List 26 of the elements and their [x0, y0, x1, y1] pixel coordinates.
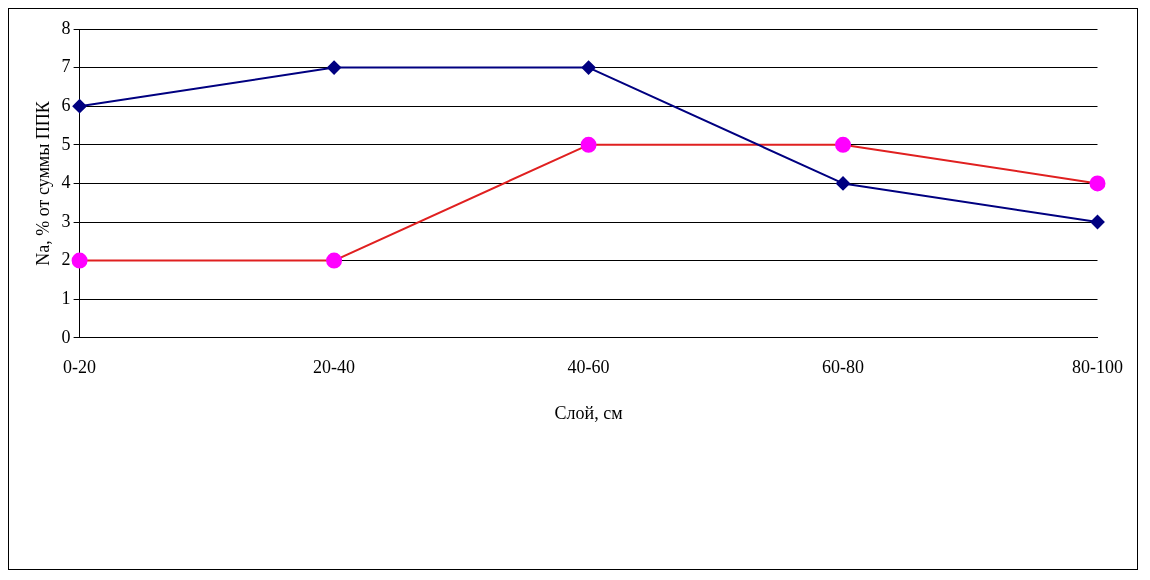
point	[71, 252, 88, 269]
y-tick-label: 4	[61, 172, 71, 193]
point	[326, 252, 343, 269]
x-tick-label: 20-40	[313, 357, 356, 378]
x-tick-label: 0-20	[63, 357, 97, 378]
y-tick-label: 2	[61, 249, 71, 270]
point	[72, 99, 87, 114]
point	[581, 60, 596, 75]
x-tick-label: 80-100	[1072, 357, 1123, 378]
y-tick-label: 8	[61, 17, 71, 38]
y-tick-label: 1	[61, 287, 71, 308]
y-tick-label: 7	[61, 56, 71, 77]
x-axis-title: Слой, см	[554, 402, 623, 423]
y-tick-label: 0	[61, 326, 71, 347]
point	[580, 136, 597, 153]
point	[836, 176, 851, 191]
point	[1090, 215, 1105, 229]
x-tick-label: 40-60	[567, 357, 610, 378]
y-tick-label: 5	[61, 133, 71, 154]
x-tick-label: 60-80	[822, 357, 865, 378]
point	[327, 60, 342, 75]
point	[835, 136, 852, 153]
y-tick-label: 3	[61, 210, 71, 231]
point	[1089, 175, 1106, 192]
y-tick-label: 6	[61, 94, 71, 115]
y-axis-title: Na, % от суммы ППК	[32, 100, 53, 266]
